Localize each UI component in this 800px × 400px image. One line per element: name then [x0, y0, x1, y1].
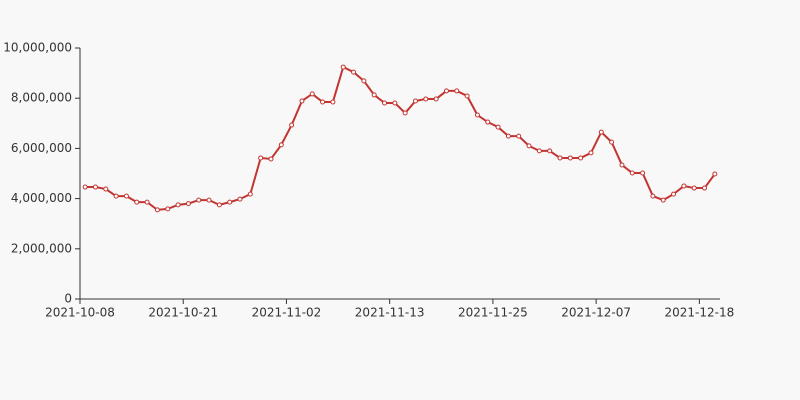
point	[485, 119, 491, 125]
point	[237, 196, 243, 202]
point	[227, 199, 233, 205]
point	[185, 201, 191, 207]
point	[433, 96, 439, 102]
point	[516, 133, 522, 139]
point	[402, 110, 408, 116]
point	[113, 193, 119, 199]
point	[495, 124, 501, 130]
point	[175, 202, 181, 208]
point	[567, 155, 573, 161]
point	[123, 193, 129, 199]
x-tick-label: 2021-11-13	[355, 306, 425, 320]
x-tick-label: 2021-10-21	[148, 306, 218, 320]
point	[134, 199, 140, 205]
point	[361, 78, 367, 84]
point	[691, 185, 697, 191]
point	[299, 98, 305, 104]
point	[557, 155, 563, 161]
point	[588, 150, 594, 156]
point	[619, 162, 625, 168]
line	[85, 65, 716, 211]
point	[412, 98, 418, 104]
point	[650, 193, 656, 199]
point	[629, 170, 635, 176]
point	[578, 155, 584, 161]
point	[609, 139, 615, 145]
x-tick-label: 2021-10-08	[45, 306, 115, 320]
point	[640, 170, 646, 176]
point	[423, 96, 429, 102]
point	[258, 155, 264, 161]
point	[340, 64, 346, 70]
point	[536, 148, 542, 154]
x-tick-label: 2021-11-02	[252, 306, 322, 320]
point	[206, 197, 212, 203]
x-tick-label: 2021-11-25	[458, 306, 528, 320]
point	[320, 99, 326, 105]
point	[165, 206, 171, 212]
point	[216, 202, 222, 208]
point	[144, 199, 150, 205]
x-tick-label: 2021-12-18	[664, 306, 734, 320]
y-tick-label: 4,000,000	[11, 191, 72, 205]
point	[547, 148, 553, 154]
point	[330, 99, 336, 105]
point	[702, 185, 708, 191]
point	[392, 100, 398, 106]
point	[371, 92, 377, 98]
point	[526, 143, 532, 149]
point	[247, 191, 253, 197]
point	[196, 197, 202, 203]
point	[598, 129, 604, 135]
y-tick-label: 8,000,000	[11, 91, 72, 105]
point	[351, 69, 357, 75]
point	[268, 156, 274, 162]
point	[505, 133, 511, 139]
point	[474, 112, 480, 118]
point	[464, 93, 470, 99]
y-tick-label: 2,000,000	[11, 241, 72, 255]
point	[92, 184, 98, 190]
y-tick-label: 6,000,000	[11, 141, 72, 155]
point	[103, 186, 109, 192]
y-tick-label: 0	[64, 292, 72, 306]
point	[154, 207, 160, 213]
point	[278, 142, 284, 148]
point	[660, 197, 666, 203]
point	[309, 91, 315, 97]
x-tick-label: 2021-12-07	[561, 306, 631, 320]
point	[382, 100, 388, 106]
point	[712, 171, 718, 177]
point	[82, 184, 88, 190]
point	[289, 122, 295, 128]
point	[454, 88, 460, 94]
point	[681, 183, 687, 189]
point	[443, 88, 449, 94]
point	[671, 191, 677, 197]
y-tick-label: 10,000,000	[3, 41, 72, 55]
